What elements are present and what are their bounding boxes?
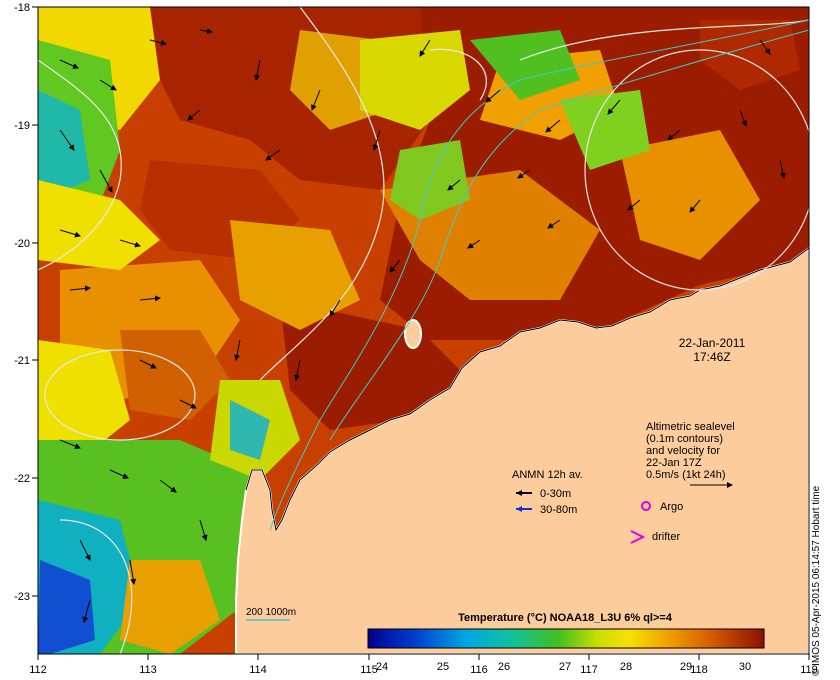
sst-field: [38, 7, 809, 654]
lat-tick-label: -19: [14, 120, 30, 132]
anmn-legend: ANMN 12h av. 0-30m 30-80m: [512, 469, 583, 516]
colorbar-gradient: [367, 628, 765, 649]
lon-tick-label: 117: [580, 664, 598, 676]
lon-tick-label: 116: [470, 664, 488, 676]
colorbar-tick: 25: [437, 661, 449, 673]
colorbar-title: Temperature (°C) NOAA18_L3U 6% ql>=4: [458, 612, 673, 624]
isobath-legend: 200 1000m: [246, 607, 296, 621]
altimetric-line: and velocity for: [646, 445, 720, 457]
lon-tick-label: 119: [800, 664, 818, 676]
drifter-icon: [630, 530, 646, 544]
isobath-lines: [269, 19, 809, 531]
plot-frame: [37, 6, 810, 655]
datetime-time: 17:46Z: [693, 350, 730, 364]
lat-axis: -18 -19 -20 -21 -22 -23: [14, 2, 38, 603]
argo-icon: [641, 501, 651, 511]
anmn-30-80-label: 30-80m: [540, 504, 577, 516]
altimetric-line: Altimetric sealevel: [646, 421, 735, 433]
altimetric-line: 0.5m/s (1kt 24h): [646, 469, 725, 481]
lat-tick-label: -23: [14, 591, 30, 603]
colorbar-tick: 28: [620, 661, 632, 673]
argo-label: Argo: [660, 501, 683, 513]
drifter-label: drifter: [652, 531, 680, 543]
anmn-0-30-label: 0-30m: [540, 488, 571, 500]
colorbar-tick: 26: [498, 661, 510, 673]
colorbar-tick: 29: [680, 661, 692, 673]
island: [404, 319, 422, 349]
colorbar-tick: 30: [739, 661, 751, 673]
colorbar-tick: 27: [559, 661, 571, 673]
lon-axis: 112 113 114 115 116 117 118 119: [29, 654, 818, 676]
lat-tick-label: -21: [14, 355, 30, 367]
lat-tick-label: -20: [14, 238, 30, 250]
lat-tick-label: -18: [14, 2, 30, 14]
sealevel-contours: [38, 7, 809, 654]
lon-tick-label: 112: [29, 664, 47, 676]
lat-tick-label: -22: [14, 473, 30, 485]
colorbar-tick: 24: [376, 661, 388, 673]
altimetric-legend: Altimetric sealevel (0.1m contours) and …: [646, 421, 735, 488]
datetime-date: 22-Jan-2011: [679, 336, 746, 350]
anmn-title: ANMN 12h av.: [512, 469, 583, 481]
lon-tick-label: 113: [139, 664, 157, 676]
altimetric-line: 22-Jan 17Z: [646, 457, 702, 469]
lon-tick-label: 115: [360, 664, 378, 676]
credit-text: © IMOS 05-Apr-2015 06:14:57 Hobart time: [811, 485, 822, 676]
isobath-label: 200 1000m: [246, 607, 296, 618]
velocity-arrows: [59, 28, 786, 623]
lon-tick-label: 118: [690, 664, 708, 676]
coastline: [245, 247, 810, 532]
altimetric-line: (0.1m contours): [646, 433, 723, 445]
colorbar: Temperature (°C) NOAA18_L3U 6% ql>=4 24 …: [367, 612, 765, 673]
lon-tick-label: 114: [249, 664, 267, 676]
